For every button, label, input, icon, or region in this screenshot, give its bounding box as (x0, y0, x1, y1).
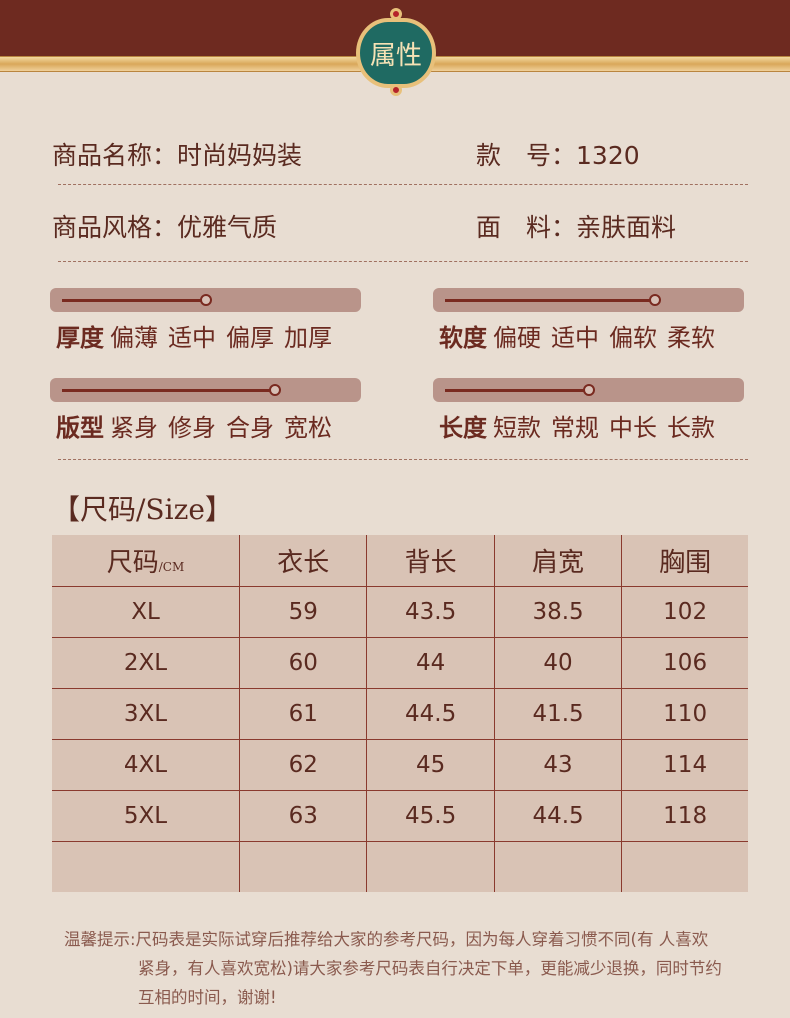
scale-options: 软度 偏硬 适中 偏软 柔软 (439, 318, 725, 353)
scale-fill (445, 389, 589, 392)
scale-options: 厚度 偏薄 适中 偏厚 加厚 (56, 318, 342, 353)
table-row: 3XL 61 44.5 41.5 110 (52, 687, 748, 740)
scale-fill (62, 389, 275, 392)
header-cell: 肩宽 (493, 535, 623, 587)
table-cell: XL (52, 585, 241, 638)
table-cell: 40 (493, 636, 623, 689)
badge-title: 属性 (369, 40, 422, 71)
scale-track (433, 288, 744, 312)
scale-knob (649, 294, 661, 306)
scale-options: 长度 短款 常规 中长 长款 (439, 408, 725, 443)
header-cell: 胸围 (621, 535, 748, 587)
table-cell: 63 (239, 789, 368, 842)
scale-knob (200, 294, 212, 306)
table-cell: 59 (239, 585, 368, 638)
table-cell: 44.5 (493, 789, 623, 842)
scale-track (433, 378, 744, 402)
table-cell: 44.5 (366, 687, 495, 740)
table-cell (52, 840, 241, 892)
scale-knob (269, 384, 281, 396)
scale-option: 偏薄 (110, 324, 158, 352)
scale-option: 适中 (551, 324, 599, 352)
scale-option: 常规 (551, 414, 599, 442)
table-row: 5XL 63 45.5 44.5 118 (52, 789, 748, 842)
scale-option: 合身 (226, 414, 274, 442)
scale-knob (583, 384, 595, 396)
divider (58, 459, 748, 460)
table-row: 2XL 60 44 40 106 (52, 636, 748, 689)
scale-option: 长款 (667, 414, 715, 442)
table-cell: 114 (621, 738, 748, 791)
scale-track (50, 378, 361, 402)
gem-icon (390, 84, 402, 96)
table-cell: 102 (621, 585, 748, 638)
table-cell: 110 (621, 687, 748, 740)
size-table: 尺码/CM 衣长 背长 肩宽 胸围 XL 59 43.5 38.5 102 2XL 60 44 40 106… (52, 535, 748, 892)
table-cell (366, 840, 495, 892)
table-cell (621, 840, 748, 892)
size-note: 温馨提示:尺码表是实际试穿后推荐给大家的参考尺码，因为每人穿着习惯不同(有 人喜… (64, 930, 722, 1007)
title-badge: 属性 (356, 18, 436, 88)
scale-name: 长度 (439, 414, 487, 442)
scale-option: 偏厚 (226, 324, 274, 352)
scale-name: 厚度 (56, 324, 104, 352)
table-cell (239, 840, 368, 892)
table-cell: 43.5 (366, 585, 495, 638)
attr-fabric: 面 料：亲肤面料 (476, 213, 677, 242)
table-cell: 44 (366, 636, 495, 689)
table-cell: 106 (621, 636, 748, 689)
scale-name: 版型 (56, 414, 104, 442)
table-row: XL 59 43.5 38.5 102 (52, 585, 748, 638)
table-cell: 118 (621, 789, 748, 842)
table-cell: 45.5 (366, 789, 495, 842)
scale-option: 适中 (168, 324, 216, 352)
gem-icon (390, 8, 402, 20)
attr-style-no: 款 号：1320 (476, 141, 640, 170)
table-row: 4XL 62 45 43 114 (52, 738, 748, 791)
scale-track (50, 288, 361, 312)
scale-option: 紧身 (110, 414, 158, 442)
table-cell: 38.5 (493, 585, 623, 638)
attr-name: 商品名称：时尚妈妈装 (52, 141, 303, 170)
scale-name: 软度 (439, 324, 487, 352)
scale-option: 加厚 (284, 324, 332, 352)
table-cell: 2XL (52, 636, 241, 689)
scale-option: 宽松 (284, 414, 332, 442)
scale-fill (445, 299, 655, 302)
table-cell: 60 (239, 636, 368, 689)
table-cell: 61 (239, 687, 368, 740)
divider (58, 184, 748, 185)
scale-fill (62, 299, 206, 302)
scale-option: 柔软 (667, 324, 715, 352)
scale-option: 偏软 (609, 324, 657, 352)
table-cell: 4XL (52, 738, 241, 791)
header-cell: 尺码/CM (52, 535, 241, 587)
divider (58, 261, 748, 262)
table-cell: 43 (493, 738, 623, 791)
table-header: 尺码/CM 衣长 背长 肩宽 胸围 (52, 535, 748, 587)
table-cell: 41.5 (493, 687, 623, 740)
table-cell: 62 (239, 738, 368, 791)
header-cell: 衣长 (239, 535, 368, 587)
table-cell: 5XL (52, 789, 241, 842)
header-cell: 背长 (366, 535, 495, 587)
table-row (52, 840, 748, 892)
size-chart-title: 【尺码/Size】 (52, 493, 233, 526)
scale-option: 中长 (609, 414, 657, 442)
scale-option: 偏硬 (493, 324, 541, 352)
table-cell (493, 840, 623, 892)
table-cell: 3XL (52, 687, 241, 740)
attr-style: 商品风格：优雅气质 (52, 213, 278, 242)
scale-options: 版型 紧身 修身 合身 宽松 (56, 408, 342, 443)
scale-option: 短款 (493, 414, 541, 442)
table-cell: 45 (366, 738, 495, 791)
scale-option: 修身 (168, 414, 216, 442)
